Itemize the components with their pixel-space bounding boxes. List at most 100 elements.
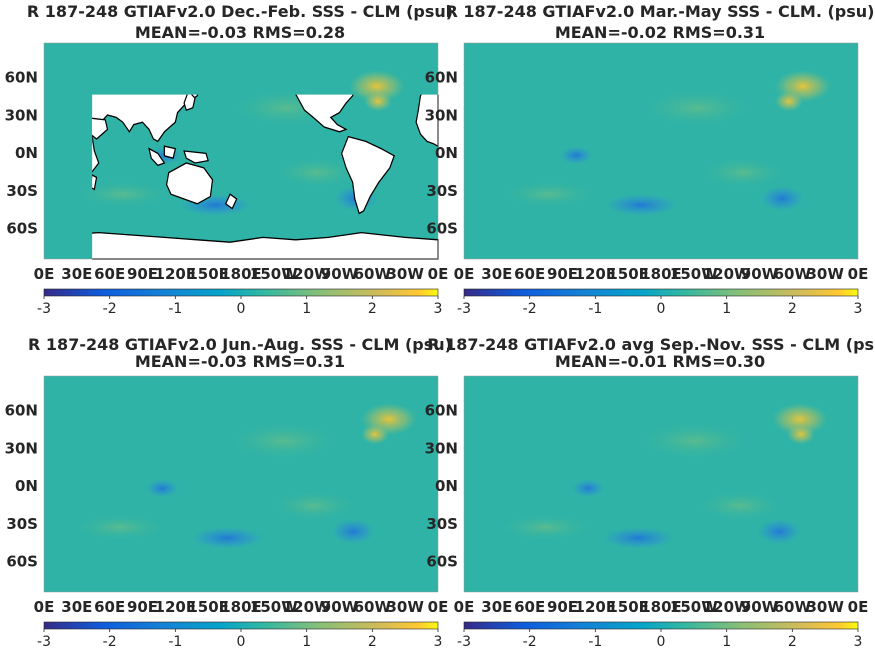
lon-tick-label: 150E [607, 265, 649, 283]
panel-stats: MEAN=-0.01 RMS=0.30 [555, 352, 765, 371]
map-frame [43, 42, 439, 260]
colorbar-tick-label: 3 [434, 634, 443, 650]
lon-tick-label: 150W [250, 265, 298, 283]
colorbar-tick-label: -3 [37, 301, 51, 317]
lon-tick-label: 30E [481, 598, 512, 616]
panel-title: R 187-248 GTIAFv2.0 Mar.-May SSS - CLM. … [446, 2, 875, 21]
lat-tick-label: 30N [425, 106, 458, 124]
map-panel-1: R 187-248 GTIAFv2.0 Dec.-Feb. SSS - CLM … [5, 2, 454, 317]
panel-title: R 187-248 GTIAFv2.0 Jun.-Aug. SSS - CLM … [28, 335, 452, 354]
lat-tick-label: 30S [426, 182, 458, 200]
lon-tick-label: 120E [575, 265, 617, 283]
lon-tick-label: 120E [155, 598, 197, 616]
lon-tick-label: 0E [428, 598, 449, 616]
lon-tick-label: 30W [386, 598, 424, 616]
lon-tick-label: 90W [741, 265, 779, 283]
lat-tick-label: 0N [435, 477, 458, 495]
lat-tick-label: 60N [5, 401, 38, 419]
lon-tick-label: 60E [94, 598, 125, 616]
lon-tick-label: 180E [220, 598, 262, 616]
lon-tick-label: 150W [250, 598, 298, 616]
map-frame [43, 375, 439, 593]
colorbar [43, 621, 439, 630]
colorbar-tick-label: 2 [368, 301, 377, 317]
lon-tick-label: 0E [428, 265, 449, 283]
anomaly-field [498, 70, 831, 217]
lon-tick-label: 120E [155, 265, 197, 283]
lon-tick-label: 60E [514, 598, 545, 616]
colorbar-tick-label: -3 [37, 634, 51, 650]
colorbar-tick-label: 0 [657, 301, 666, 317]
colorbar-tick-label: -1 [168, 634, 182, 650]
lat-tick-label: 60N [5, 68, 38, 86]
lon-tick-label: 180E [640, 598, 682, 616]
colorbar-tick-label: -2 [103, 634, 117, 650]
lon-tick-label: 60W [354, 265, 392, 283]
colorbar-tick-label: 3 [434, 301, 443, 317]
map-frame [463, 42, 859, 260]
colorbar [43, 288, 439, 297]
colorbar [463, 288, 859, 297]
colorbar-tick-label: 2 [368, 634, 377, 650]
colorbar-tick-label: 1 [722, 301, 731, 317]
lon-tick-label: 150E [187, 265, 229, 283]
lon-tick-label: 180E [640, 265, 682, 283]
lon-tick-label: 60E [94, 265, 125, 283]
map-panel-3: R 187-248 GTIAFv2.0 Jun.-Aug. SSS - CLM … [5, 335, 452, 650]
map-panel-4: R 187-248 GTIAFv2.0 avg Sep.-Nov. SSS - … [425, 335, 875, 650]
lat-tick-label: 60S [6, 220, 38, 238]
lat-tick-label: 0N [15, 477, 38, 495]
lon-tick-label: 30W [386, 265, 424, 283]
lon-tick-label: 90E [127, 265, 158, 283]
colorbar-tick-label: -2 [523, 301, 537, 317]
lat-tick-label: 60N [425, 401, 458, 419]
colorbar-tick-label: 3 [854, 301, 863, 317]
panel-stats: MEAN=-0.03 RMS=0.31 [135, 352, 345, 371]
lon-tick-label: 0E [848, 265, 869, 283]
lon-tick-label: 60W [774, 265, 812, 283]
lat-tick-label: 30N [425, 439, 458, 457]
colorbar-tick-label: 2 [788, 301, 797, 317]
lon-tick-label: 120E [575, 598, 617, 616]
colorbar-tick-label: 1 [722, 634, 731, 650]
lon-tick-label: 30W [806, 598, 844, 616]
lat-tick-label: 60S [6, 553, 38, 571]
lon-tick-label: 30W [806, 265, 844, 283]
lon-tick-label: 30E [61, 265, 92, 283]
map-panel-2: R 187-248 GTIAFv2.0 Mar.-May SSS - CLM. … [425, 2, 875, 317]
colorbar-tick-label: -2 [103, 301, 117, 317]
lon-tick-label: 120W [703, 598, 751, 616]
lon-tick-label: 90E [547, 265, 578, 283]
lon-tick-label: 120W [703, 265, 751, 283]
lon-tick-label: 90W [321, 265, 359, 283]
map-frame [463, 375, 859, 593]
lon-tick-label: 90W [321, 598, 359, 616]
lon-tick-label: 150E [187, 598, 229, 616]
lon-tick-label: 0E [454, 598, 475, 616]
lon-tick-label: 150W [670, 265, 718, 283]
colorbar-tick-label: 1 [302, 301, 311, 317]
colorbar-tick-label: 0 [237, 634, 246, 650]
lon-tick-label: 30E [61, 598, 92, 616]
colorbar [463, 621, 859, 630]
lon-tick-label: 90E [127, 598, 158, 616]
anomaly-field [69, 403, 417, 550]
lon-tick-label: 60W [774, 598, 812, 616]
lon-tick-label: 120W [283, 265, 331, 283]
colorbar-tick-label: -3 [457, 634, 471, 650]
colorbar-tick-label: -3 [457, 301, 471, 317]
colorbar-tick-label: -2 [523, 634, 537, 650]
lat-tick-label: 0N [435, 144, 458, 162]
panel-title: R 187-248 GTIAFv2.0 avg Sep.-Nov. SSS - … [427, 335, 875, 354]
lat-tick-label: 60S [426, 220, 458, 238]
colorbar-tick-label: 1 [302, 634, 311, 650]
panel-stats: MEAN=-0.03 RMS=0.28 [135, 23, 345, 42]
colorbar-tick-label: 2 [788, 634, 797, 650]
colorbar-tick-label: 3 [854, 634, 863, 650]
lon-tick-label: 0E [34, 265, 55, 283]
lon-tick-label: 0E [34, 598, 55, 616]
colorbar-tick-label: -1 [168, 301, 182, 317]
panel-title: R 187-248 GTIAFv2.0 Dec.-Feb. SSS - CLM … [27, 2, 453, 21]
lon-tick-label: 30E [481, 265, 512, 283]
